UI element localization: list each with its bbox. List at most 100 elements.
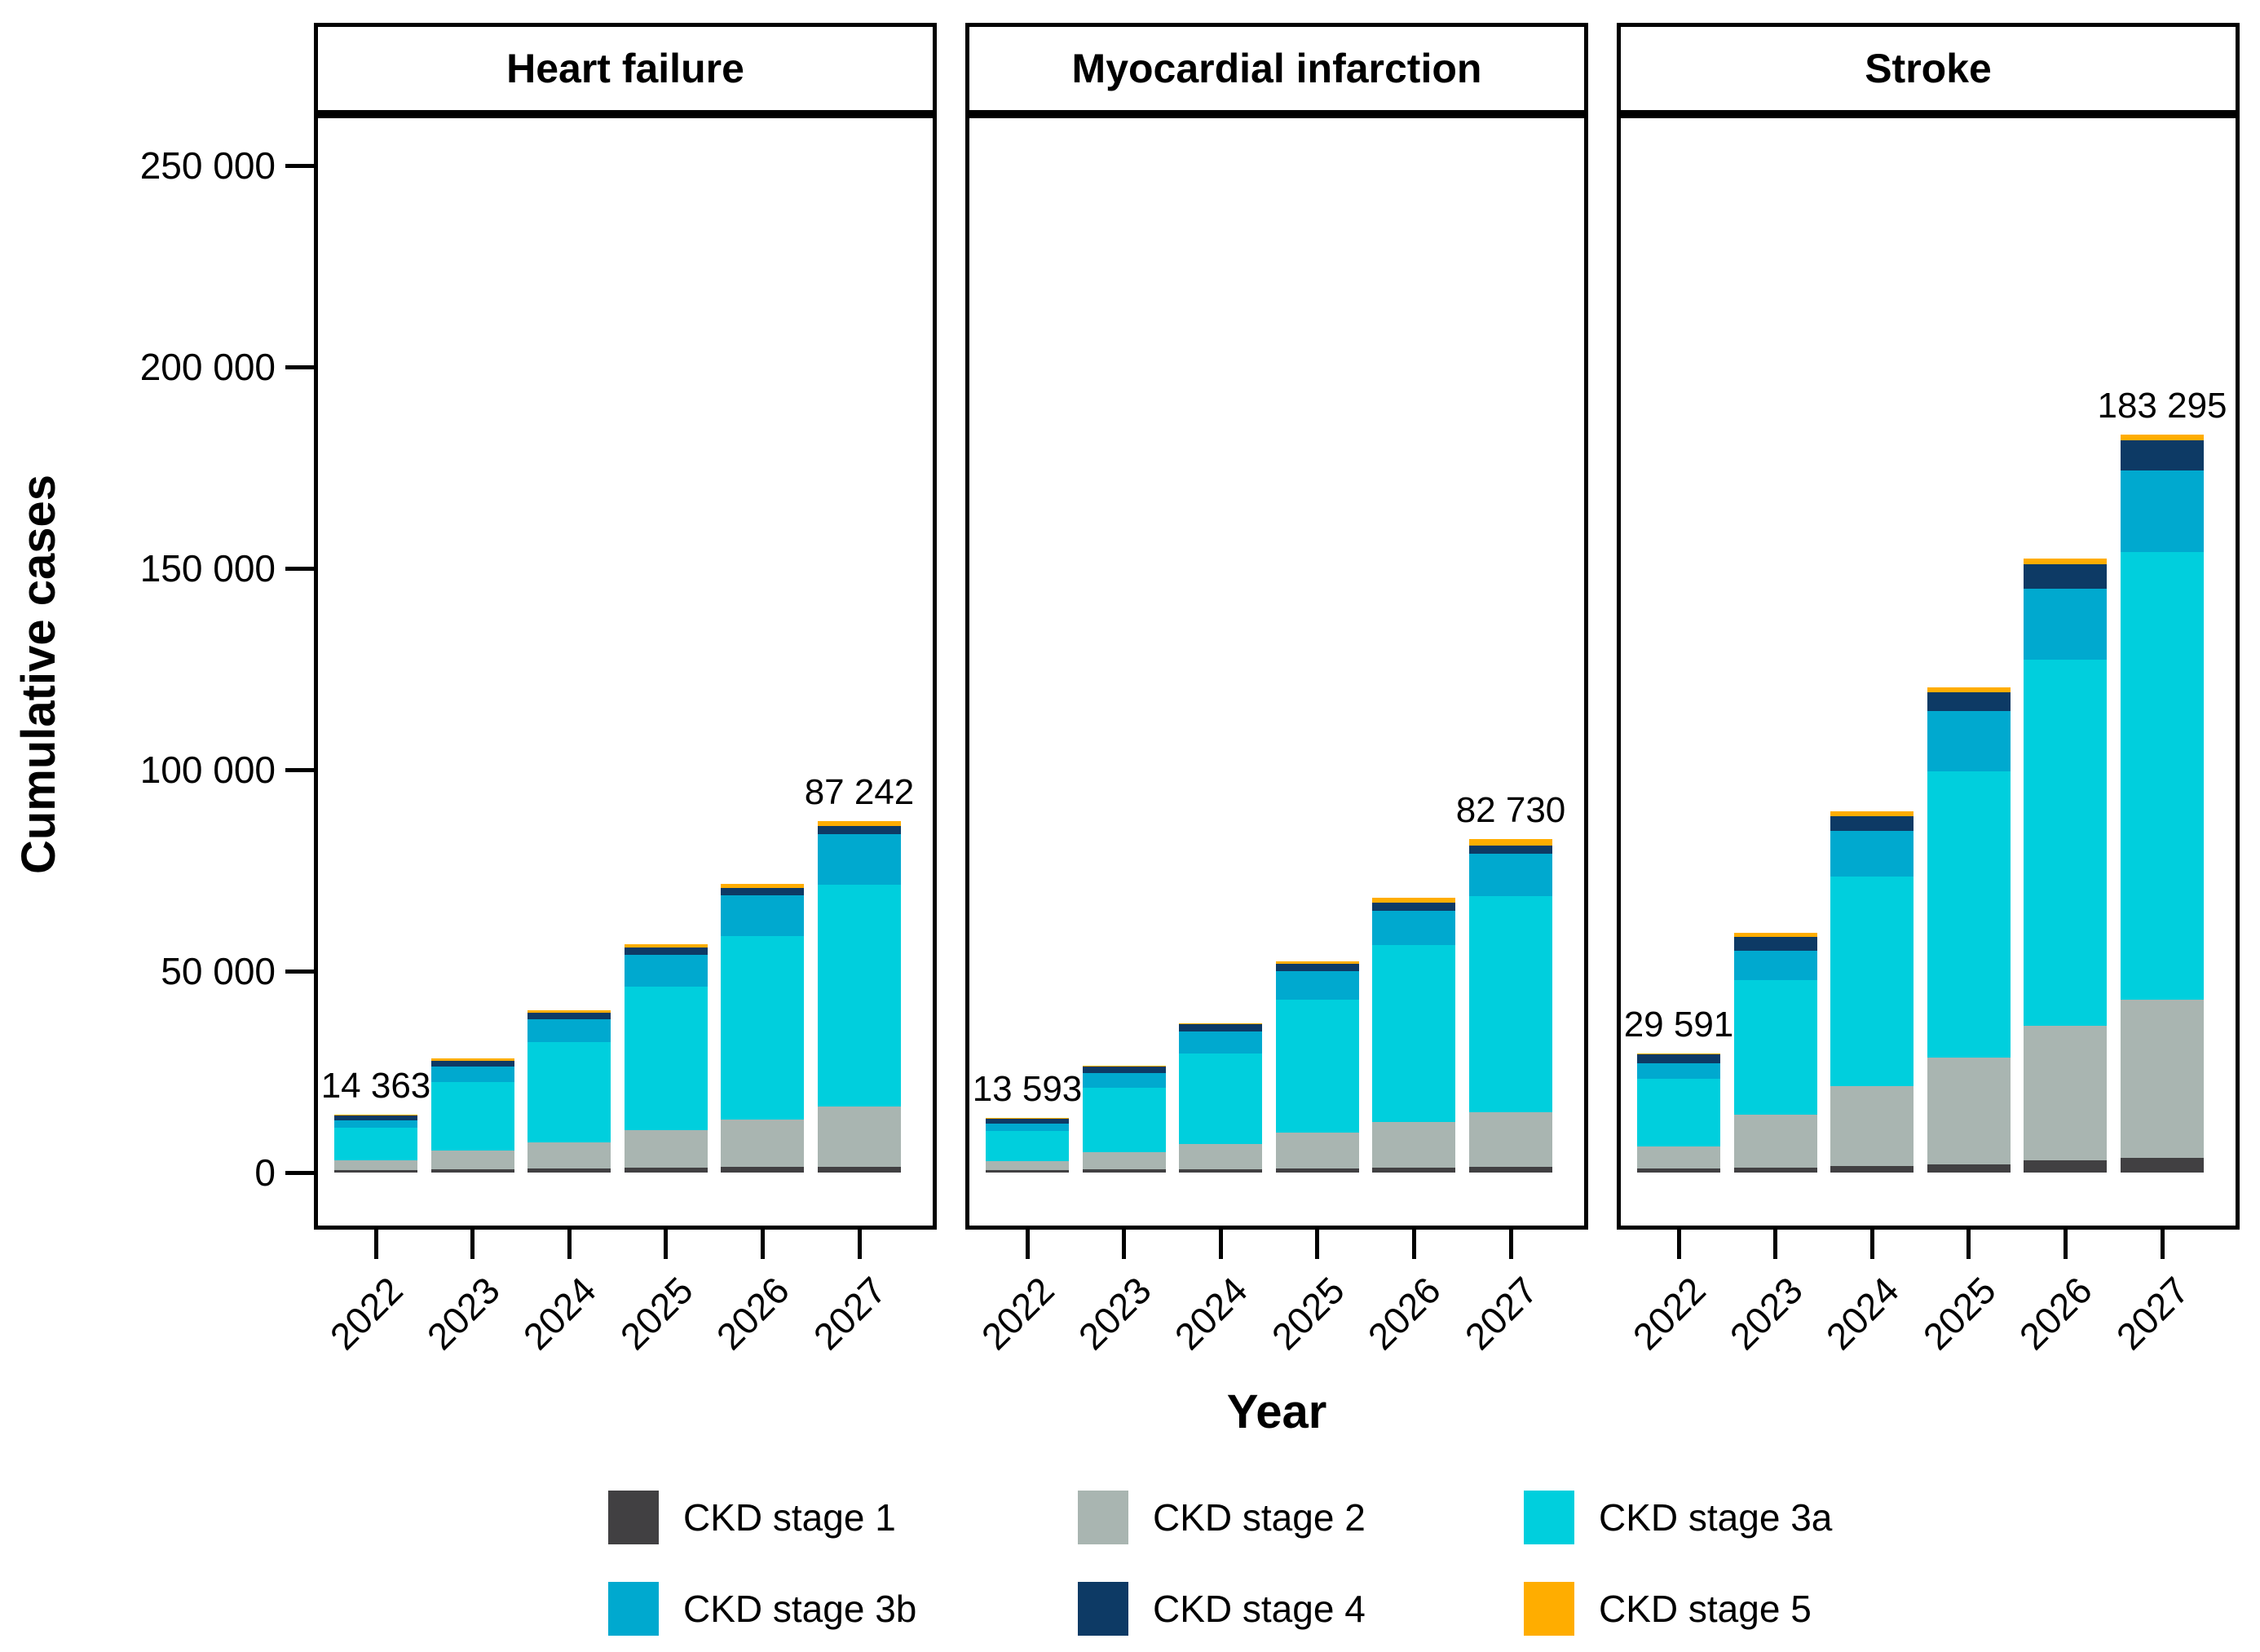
- bar-segment-stage5: [1372, 898, 1456, 903]
- bar-segment-stage2: [1830, 1086, 1914, 1167]
- bar-total-annotation: 29 591: [1623, 1004, 1734, 1045]
- bar-segment-stage2: [1637, 1146, 1720, 1169]
- x-tick: [1676, 1230, 1681, 1259]
- bar-segment-stage4: [1830, 816, 1914, 832]
- bar-segment-stage3b: [527, 1019, 611, 1043]
- legend-swatch-stage4: [1078, 1582, 1128, 1636]
- bar-segment-stage1: [430, 1169, 514, 1173]
- x-tick: [470, 1230, 475, 1259]
- legend-swatch-stage2: [1078, 1491, 1128, 1544]
- x-tick: [1315, 1230, 1320, 1259]
- bar-segment-stage5: [430, 1058, 514, 1061]
- bar-segment-stage2: [1372, 1121, 1456, 1168]
- x-tick: [567, 1230, 572, 1259]
- bar-segment-stage2: [1275, 1133, 1359, 1168]
- bar-segment-stage5: [1733, 932, 1817, 937]
- bar-segment-stage3b: [986, 1123, 1069, 1131]
- y-tick-label: 0: [254, 1151, 276, 1194]
- bar-segment-stage1: [1733, 1168, 1817, 1173]
- bar-segment-stage4: [624, 947, 708, 955]
- bar-segment-stage3a: [334, 1128, 417, 1161]
- bar-segment-stage2: [2121, 999, 2204, 1159]
- bar-segment-stage3b: [1830, 831, 1914, 877]
- bar-segment-stage4: [1275, 963, 1359, 971]
- bar-segment-stage5: [1275, 961, 1359, 964]
- bar-segment-stage4: [1179, 1024, 1263, 1031]
- bar-segment-stage1: [1830, 1166, 1914, 1173]
- bar-segment-stage2: [430, 1151, 514, 1170]
- legend-swatch-stage1: [608, 1491, 659, 1544]
- x-tick: [1773, 1230, 1778, 1259]
- legend-swatch-stage5: [1524, 1582, 1574, 1636]
- bar-segment-stage3b: [721, 895, 805, 937]
- bar-segment-stage3a: [2024, 659, 2108, 1026]
- bar-segment-stage3a: [1469, 895, 1552, 1112]
- bar-segment-stage3a: [624, 986, 708, 1131]
- legend-swatch-stage3a: [1524, 1491, 1574, 1544]
- x-axis-title: Year: [1226, 1385, 1327, 1438]
- bar-segment-stage3a: [1179, 1053, 1263, 1144]
- bar-segment-stage2: [1927, 1058, 2011, 1165]
- bar-segment-stage1: [2024, 1160, 2108, 1173]
- bar-segment-stage1: [1927, 1164, 2011, 1173]
- bar-segment-stage1: [2121, 1158, 2204, 1173]
- bar-total-annotation: 183 295: [2097, 385, 2227, 426]
- bar-total-annotation: 82 730: [1455, 790, 1566, 831]
- bar-segment-stage4: [721, 887, 805, 896]
- bar-segment-stage4: [527, 1012, 611, 1020]
- bar-segment-stage3a: [1927, 771, 2011, 1058]
- y-tick: [285, 163, 314, 168]
- panel-title-label: Myocardial infarction: [1071, 46, 1482, 91]
- bar-segment-stage4: [818, 825, 901, 835]
- bar-segment-stage5: [1179, 1023, 1263, 1025]
- bar-segment-stage1: [1372, 1167, 1456, 1173]
- y-tick: [285, 1170, 314, 1175]
- bar-segment-stage3b: [2121, 470, 2204, 553]
- bar-segment-stage1: [1469, 1166, 1552, 1173]
- bar-segment-stage3a: [1830, 876, 1914, 1087]
- y-tick: [285, 969, 314, 974]
- x-tick: [857, 1230, 862, 1259]
- legend-label: CKD stage 3b: [683, 1588, 917, 1630]
- x-tick: [2063, 1230, 2068, 1259]
- bar-total-annotation: 14 363: [320, 1066, 431, 1106]
- bar-segment-stage3a: [527, 1042, 611, 1142]
- bar-segment-stage4: [1637, 1053, 1720, 1063]
- bar-segment-stage5: [818, 821, 901, 826]
- bar-segment-stage3a: [2121, 552, 2204, 1000]
- bar-segment-stage1: [818, 1166, 901, 1173]
- bar-segment-stage3b: [1637, 1062, 1720, 1079]
- y-tick: [285, 767, 314, 772]
- y-tick-label: 50 000: [161, 950, 276, 992]
- bar-total-annotation: 87 242: [804, 772, 915, 813]
- bar-segment-stage3a: [818, 884, 901, 1107]
- plot-area-stroke: 29 591 183 295: [1617, 114, 2240, 1230]
- bar-segment-stage3a: [1637, 1078, 1720, 1146]
- legend-label: CKD stage 5: [1599, 1588, 1812, 1630]
- y-tick: [285, 364, 314, 369]
- bar-segment-stage2: [1733, 1114, 1817, 1168]
- bar-segment-stage5: [1082, 1066, 1166, 1067]
- bar-segment-stage2: [624, 1130, 708, 1168]
- bar-segment-stage4: [2121, 440, 2204, 471]
- bar-segment-stage1: [1637, 1168, 1720, 1173]
- bar-segment-stage1: [624, 1168, 708, 1173]
- bar-segment-stage5: [2121, 434, 2204, 441]
- x-tick: [1966, 1230, 1971, 1259]
- bar-segment-stage2: [1469, 1111, 1552, 1167]
- bar-segment-stage3b: [818, 834, 901, 885]
- y-tick-label: 200 000: [139, 346, 276, 388]
- legend-label: CKD stage 3a: [1599, 1496, 1833, 1539]
- bar-segment-stage1: [1275, 1168, 1359, 1173]
- bar-segment-stage3a: [1733, 979, 1817, 1115]
- bar-segment-stage4: [986, 1118, 1069, 1124]
- x-tick: [1122, 1230, 1127, 1259]
- bar-segment-stage3b: [1469, 854, 1552, 896]
- x-tick: [664, 1230, 669, 1259]
- bar-total-annotation: 13 593: [972, 1068, 1083, 1109]
- bar-segment-stage4: [1082, 1067, 1166, 1073]
- bar-segment-stage4: [1469, 845, 1552, 855]
- bar-segment-stage3b: [1275, 970, 1359, 1000]
- bar-segment-stage3b: [430, 1067, 514, 1083]
- bar-segment-stage2: [527, 1142, 611, 1169]
